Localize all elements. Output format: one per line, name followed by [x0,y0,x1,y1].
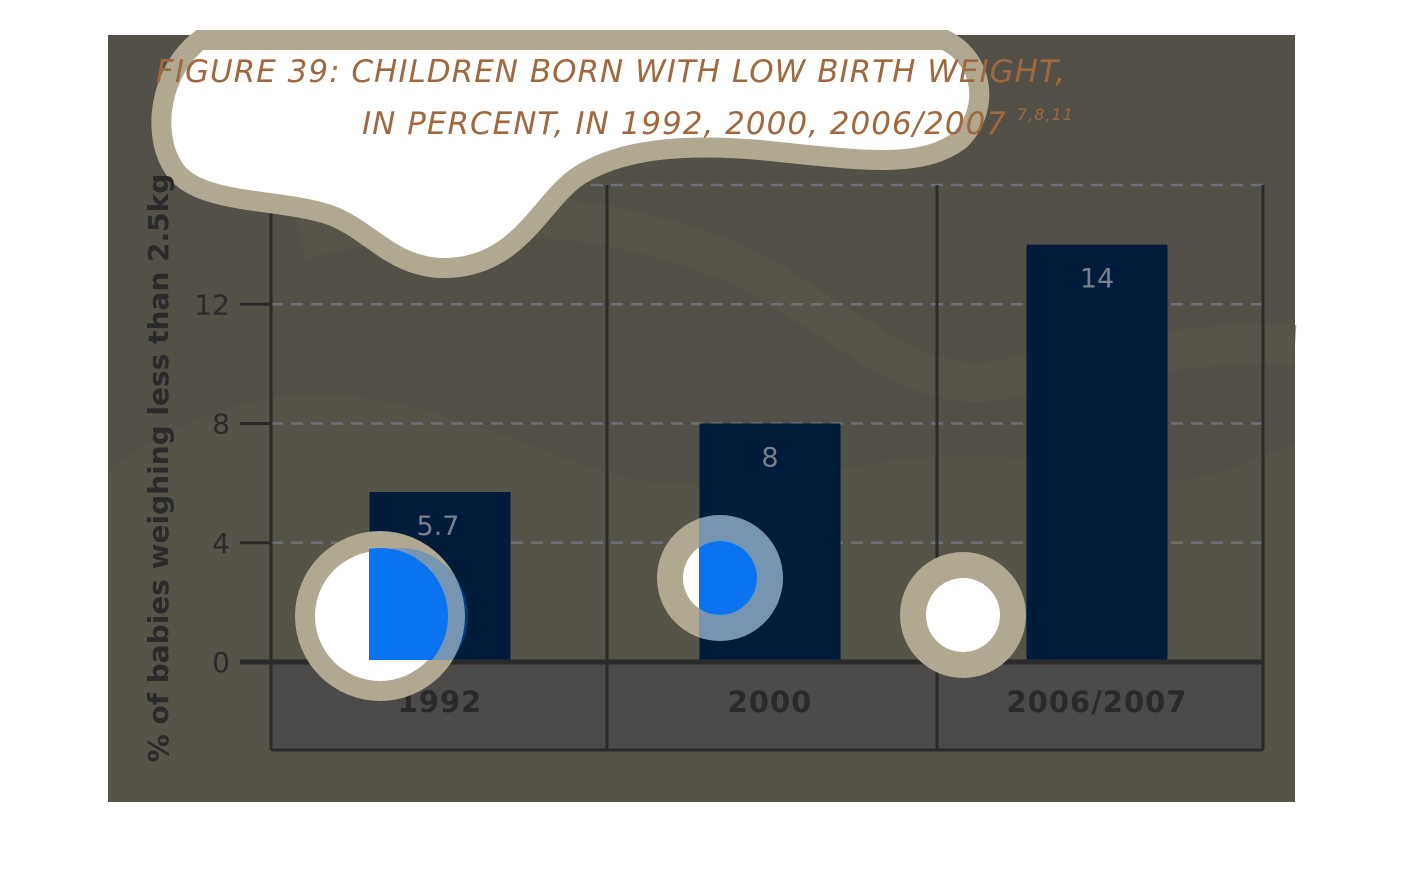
decor-dot-2 [699,541,757,615]
y-tick-label-8: 8 [212,408,230,441]
data-label-1992: 5.7 [417,511,460,542]
data-label-2006/2007: 14 [1080,264,1114,295]
y-tick-label-4: 4 [212,527,230,560]
y-tick-label-12: 12 [194,288,230,321]
x-tick-label-2006/2007: 2006/2007 [1006,685,1187,719]
chart-title-line1: FIGURE 39: CHILDREN BORN WITH LOW BIRTH … [156,54,1066,90]
chart-title-line2-text: IN PERCENT, IN 1992, 2000, 2006/2007 [362,106,1007,142]
data-label-2000: 8 [761,443,778,474]
y-axis-label: % of babies weighing less than 2.5kg [142,174,175,763]
x-ticks: 1992 2000 2006/2007 [398,685,1187,719]
decor-ring-3-inner [926,578,1000,652]
bar-2006/2007 [1026,244,1168,662]
overlay-circles [295,515,1026,701]
y-tick-label-0: 0 [212,646,230,679]
chart-title-line2: IN PERCENT, IN 1992, 2000, 2006/2007 7,8,… [362,105,1074,142]
data-labels: 5.7 8 14 [417,264,1115,542]
decor-dot-1 [369,548,448,660]
title-cloud-bubble [151,30,990,279]
chart-title-superscript: 7,8,11 [1017,105,1074,124]
x-tick-label-2000: 2000 [728,685,813,719]
